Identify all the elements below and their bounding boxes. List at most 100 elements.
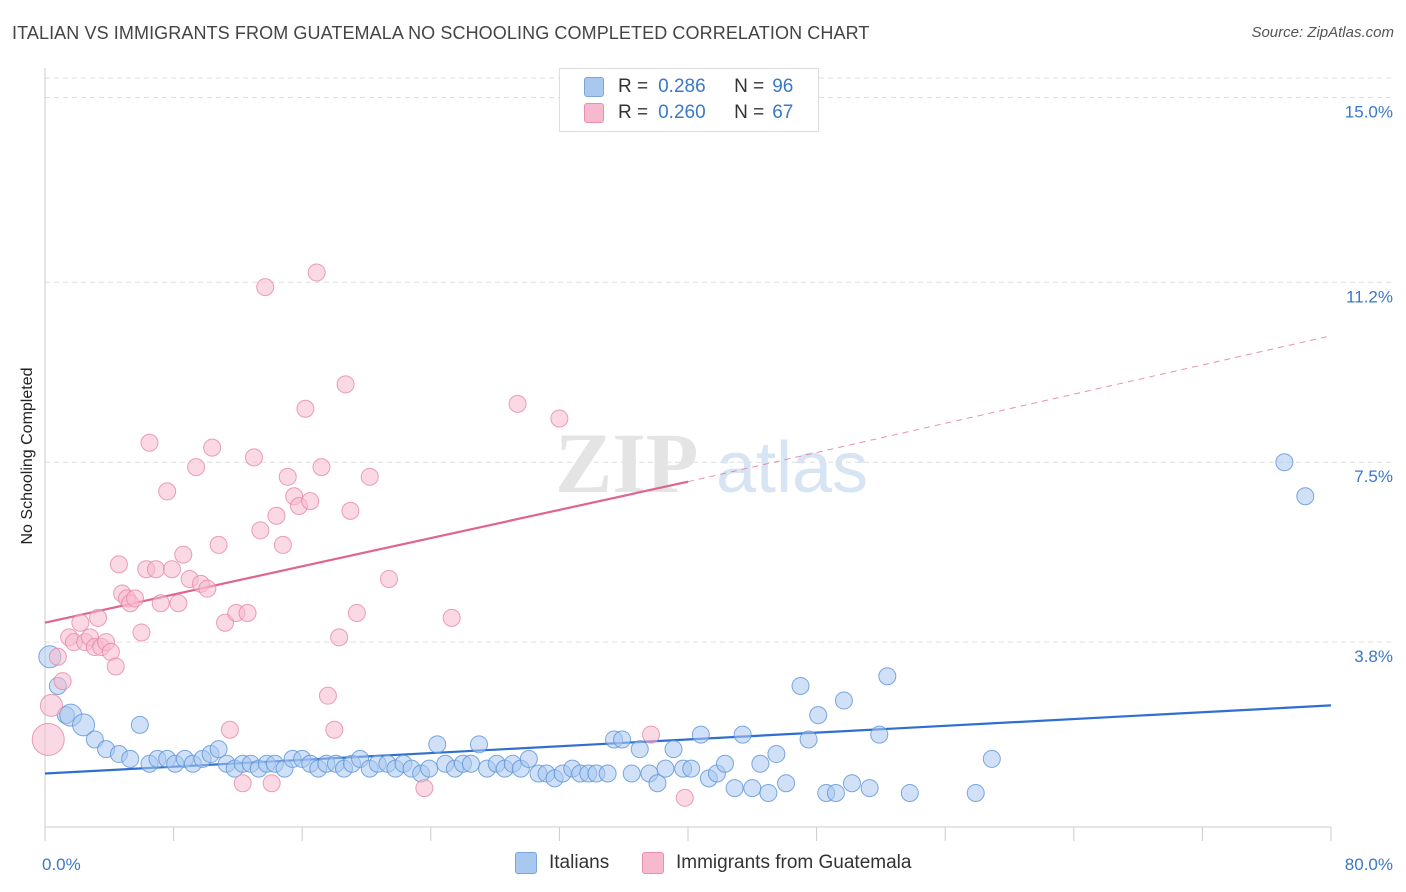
- r-value: 0.286: [658, 76, 706, 97]
- point-guatemala: [642, 725, 661, 744]
- gridlines: [45, 77, 1392, 643]
- point-guatemala: [31, 722, 65, 756]
- point-guatemala: [251, 521, 270, 540]
- point-guatemala: [109, 555, 128, 574]
- point-guatemala: [336, 375, 355, 394]
- point-italians: [648, 774, 667, 793]
- n-value: 96: [772, 76, 794, 97]
- point-guatemala: [330, 628, 349, 647]
- y-tick-label: 7.5%: [1354, 467, 1393, 486]
- point-italians: [72, 713, 96, 737]
- legend-label-italians: Italians: [549, 852, 610, 873]
- y-tick-label: 15.0%: [1345, 102, 1393, 121]
- point-italians: [834, 691, 853, 710]
- point-guatemala: [244, 448, 263, 467]
- point-guatemala: [162, 560, 181, 579]
- legend-swatch-guatemala: [642, 852, 664, 874]
- point-guatemala: [71, 613, 90, 632]
- point-guatemala: [151, 594, 170, 613]
- point-guatemala: [174, 545, 193, 564]
- point-guatemala: [146, 560, 165, 579]
- point-italians: [777, 774, 796, 793]
- point-guatemala: [203, 438, 222, 457]
- point-italians: [870, 725, 889, 744]
- point-italians: [842, 774, 861, 793]
- point-guatemala: [508, 394, 527, 413]
- point-italians: [982, 749, 1001, 768]
- point-italians: [860, 779, 879, 798]
- point-italians: [809, 706, 828, 725]
- x-tick-label-end: 80.0%: [1345, 855, 1393, 874]
- point-italians: [725, 779, 744, 798]
- point-guatemala: [415, 779, 434, 798]
- point-italians: [1275, 453, 1294, 472]
- point-italians: [799, 730, 818, 749]
- point-italians: [630, 740, 649, 759]
- watermark-zip: ZIP: [555, 415, 698, 511]
- point-guatemala: [278, 467, 297, 486]
- point-guatemala: [220, 720, 239, 739]
- point-guatemala: [312, 458, 331, 477]
- y-tick-label: 3.8%: [1354, 647, 1393, 666]
- watermark-atlas: atlas: [716, 428, 868, 508]
- point-guatemala: [132, 623, 151, 642]
- point-guatemala: [307, 263, 326, 282]
- stats-row-italians: R = 0.286 N = 96: [584, 75, 793, 99]
- point-guatemala: [325, 720, 344, 739]
- source-credit: Source: ZipAtlas.com: [1251, 24, 1394, 41]
- point-italians: [759, 783, 778, 802]
- y-axis-label: No Schooling Completed: [19, 367, 36, 545]
- point-guatemala: [380, 569, 399, 588]
- r-label: R =: [618, 102, 649, 123]
- point-italians: [461, 754, 480, 773]
- point-guatemala: [53, 672, 72, 691]
- point-italians: [682, 759, 701, 778]
- point-guatemala: [550, 409, 569, 428]
- point-guatemala: [126, 589, 145, 608]
- point-italians: [420, 759, 439, 778]
- point-guatemala: [140, 433, 159, 452]
- point-italians: [664, 740, 683, 759]
- tick-labels: 3.8% 7.5% 11.2% 15.0% 0.0% 80.0%: [42, 102, 1393, 874]
- point-italians: [691, 725, 710, 744]
- point-guatemala: [233, 774, 252, 793]
- stats-row-guatemala: R = 0.260 N = 67: [584, 101, 793, 125]
- point-italians: [613, 730, 632, 749]
- point-italians: [878, 667, 897, 686]
- point-italians: [428, 735, 447, 754]
- swatch-guatemala: [584, 103, 604, 123]
- r-value: 0.260: [658, 102, 706, 123]
- point-italians: [622, 764, 641, 783]
- trend-lines: [44, 335, 1332, 775]
- point-italians: [598, 764, 617, 783]
- point-italians: [715, 754, 734, 773]
- point-guatemala: [273, 535, 292, 554]
- point-guatemala: [198, 579, 217, 598]
- point-guatemala: [106, 657, 125, 676]
- point-guatemala: [256, 278, 275, 297]
- point-guatemala: [675, 788, 694, 807]
- point-guatemala: [48, 647, 67, 666]
- legend-label-guatemala: Immigrants from Guatemala: [676, 852, 912, 873]
- point-italians: [733, 725, 752, 744]
- point-guatemala: [39, 693, 63, 717]
- legend-item-guatemala[interactable]: Immigrants from Guatemala: [642, 852, 911, 874]
- point-guatemala: [209, 535, 228, 554]
- point-italians: [826, 783, 845, 802]
- point-guatemala: [442, 608, 461, 627]
- r-label: R =: [618, 76, 649, 97]
- n-value: 67: [772, 102, 794, 123]
- n-label: N =: [734, 102, 765, 123]
- point-italians: [656, 759, 675, 778]
- point-guatemala: [187, 458, 206, 477]
- point-italians: [767, 745, 786, 764]
- point-guatemala: [301, 492, 320, 511]
- point-guatemala: [318, 686, 337, 705]
- legend-item-italians[interactable]: Italians: [515, 852, 609, 874]
- point-italians: [743, 779, 762, 798]
- point-italians: [519, 749, 538, 768]
- point-guatemala: [169, 594, 188, 613]
- data-points: [31, 263, 1315, 807]
- point-guatemala: [267, 506, 286, 525]
